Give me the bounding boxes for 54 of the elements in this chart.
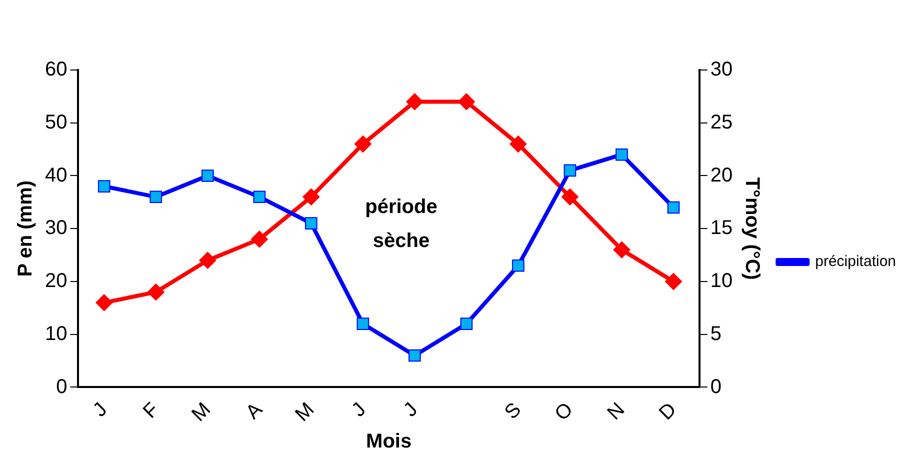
y2-tick-label: 5 — [710, 322, 722, 345]
y2-tick-label: 0 — [710, 376, 722, 398]
x-tick-label: J — [348, 398, 370, 422]
y-tick-label: 50 — [44, 111, 68, 134]
y-tick-label: 40 — [44, 164, 68, 186]
y2-tick-label: 10 — [710, 270, 733, 292]
point — [354, 136, 372, 153]
x-tick-label: N — [603, 398, 630, 424]
y2-tick-label: 15 — [710, 217, 733, 240]
y2-tick-label: 20 — [710, 164, 733, 186]
y-tick-label: 20 — [44, 270, 68, 292]
y2-tick-label: 30 — [710, 58, 733, 81]
point — [510, 136, 527, 153]
x-tick-label: S — [500, 398, 526, 424]
x-tick-label: M — [188, 398, 216, 426]
point — [250, 230, 268, 248]
x-tick-label: A — [242, 398, 268, 424]
point — [406, 93, 424, 110]
point — [564, 164, 576, 177]
y-axis-title: P en (mm) — [14, 180, 37, 277]
x-tick-label: J — [400, 398, 422, 422]
point — [302, 188, 320, 206]
x-tick-label: F — [139, 398, 164, 423]
point — [98, 180, 110, 192]
y-tick-label: 60 — [44, 58, 68, 81]
point — [147, 284, 164, 301]
y2-axis-title: T°moy (°C) — [741, 177, 764, 280]
y2-tick-label: 25 — [710, 111, 733, 134]
x-tick-label: J — [88, 398, 112, 422]
point — [305, 217, 318, 230]
point — [458, 93, 475, 110]
point — [201, 170, 214, 182]
point — [512, 259, 524, 272]
x-tick-label: O — [550, 398, 578, 426]
point — [199, 252, 216, 269]
point — [150, 190, 162, 204]
point — [613, 241, 630, 258]
x-tick-label: M — [291, 398, 319, 426]
point — [664, 273, 682, 290]
point — [561, 188, 578, 206]
point — [460, 318, 473, 330]
point — [408, 349, 421, 362]
point — [616, 148, 628, 161]
x-tick-label: D — [655, 398, 681, 424]
legend-label: précipitation — [815, 253, 896, 270]
annotation: période sèche — [365, 196, 438, 252]
x-axis-title: Mois — [366, 430, 412, 453]
point — [667, 201, 680, 214]
y-tick-label: 10 — [44, 322, 68, 345]
point — [356, 318, 370, 330]
y-tick-label: 30 — [44, 217, 68, 240]
point — [253, 190, 266, 204]
y-tick-label: 0 — [56, 376, 68, 398]
point — [96, 294, 113, 312]
